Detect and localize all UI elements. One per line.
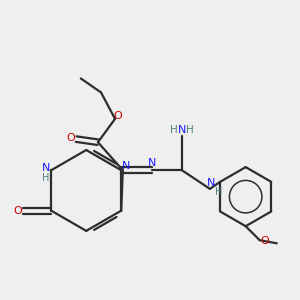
Text: N: N bbox=[122, 161, 130, 172]
Text: O: O bbox=[260, 236, 269, 246]
Text: H: H bbox=[186, 125, 194, 135]
Text: O: O bbox=[113, 111, 122, 122]
Text: N: N bbox=[207, 178, 216, 188]
Text: N: N bbox=[148, 158, 157, 168]
Text: O: O bbox=[13, 206, 22, 216]
Text: H: H bbox=[170, 125, 178, 135]
Text: N: N bbox=[178, 125, 186, 135]
Text: H: H bbox=[215, 187, 222, 197]
Text: H: H bbox=[42, 173, 49, 183]
Text: O: O bbox=[67, 133, 76, 142]
Text: N: N bbox=[42, 163, 51, 173]
